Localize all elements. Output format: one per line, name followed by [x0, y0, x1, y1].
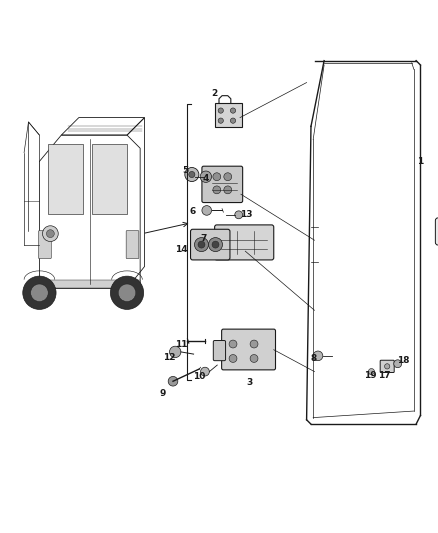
Circle shape — [229, 340, 237, 348]
Circle shape — [213, 186, 221, 194]
Circle shape — [118, 284, 136, 302]
FancyBboxPatch shape — [202, 166, 243, 203]
Text: 4: 4 — [203, 174, 209, 183]
FancyBboxPatch shape — [215, 225, 274, 260]
Circle shape — [110, 276, 144, 310]
Circle shape — [42, 226, 58, 241]
Circle shape — [224, 186, 232, 194]
Circle shape — [212, 241, 219, 248]
Text: 3: 3 — [247, 378, 253, 387]
Text: 1: 1 — [417, 157, 424, 166]
Circle shape — [235, 211, 243, 219]
Circle shape — [189, 172, 195, 177]
Circle shape — [368, 368, 374, 375]
Text: 10: 10 — [193, 373, 205, 382]
Circle shape — [168, 376, 178, 386]
Circle shape — [202, 206, 212, 215]
FancyBboxPatch shape — [191, 229, 230, 260]
Text: 18: 18 — [397, 356, 409, 365]
Circle shape — [200, 171, 212, 182]
Circle shape — [218, 118, 223, 123]
Text: 5: 5 — [182, 166, 188, 175]
Text: 6: 6 — [190, 207, 196, 216]
FancyBboxPatch shape — [380, 360, 394, 373]
Polygon shape — [39, 280, 140, 288]
Polygon shape — [48, 144, 83, 214]
FancyBboxPatch shape — [222, 329, 276, 370]
Text: 17: 17 — [378, 370, 391, 379]
FancyBboxPatch shape — [435, 218, 438, 245]
Circle shape — [394, 360, 402, 368]
Circle shape — [185, 167, 199, 182]
Circle shape — [385, 364, 390, 369]
Circle shape — [170, 346, 181, 358]
Polygon shape — [92, 144, 127, 214]
Circle shape — [313, 351, 323, 361]
FancyBboxPatch shape — [39, 231, 51, 259]
Circle shape — [213, 173, 221, 181]
Circle shape — [229, 354, 237, 362]
Circle shape — [198, 241, 205, 248]
FancyBboxPatch shape — [213, 341, 226, 361]
Circle shape — [250, 354, 258, 362]
Text: 7: 7 — [201, 233, 207, 243]
Text: 9: 9 — [160, 389, 166, 398]
Circle shape — [201, 367, 209, 376]
Circle shape — [194, 238, 208, 252]
FancyBboxPatch shape — [215, 103, 242, 127]
Circle shape — [250, 340, 258, 348]
Text: 2: 2 — [212, 89, 218, 98]
FancyBboxPatch shape — [126, 231, 139, 259]
Circle shape — [23, 276, 56, 310]
Circle shape — [230, 118, 236, 123]
Circle shape — [208, 238, 223, 252]
Text: 8: 8 — [310, 354, 316, 363]
Text: 13: 13 — [240, 211, 252, 219]
Text: 11: 11 — [176, 340, 188, 349]
Circle shape — [31, 284, 48, 302]
Text: 14: 14 — [176, 245, 188, 254]
Text: 12: 12 — [163, 353, 175, 362]
Text: 19: 19 — [364, 370, 376, 379]
Circle shape — [218, 108, 223, 113]
Circle shape — [230, 108, 236, 113]
Circle shape — [224, 173, 232, 181]
Circle shape — [46, 230, 54, 238]
